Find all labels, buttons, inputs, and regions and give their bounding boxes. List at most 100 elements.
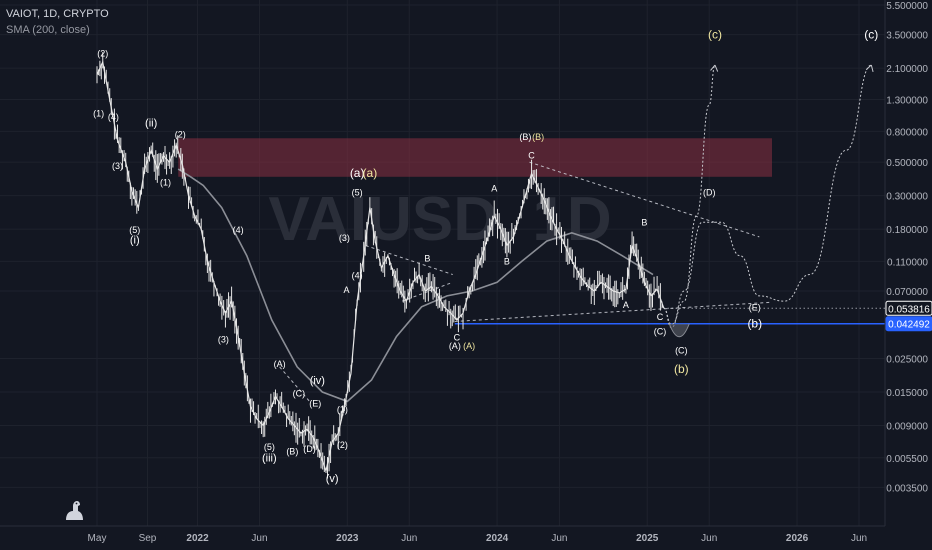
wave-label: (1) — [160, 178, 171, 188]
triangle-lower — [402, 281, 453, 302]
wave-label: (ii) — [145, 118, 157, 130]
wave-label: (E) — [309, 399, 321, 409]
wave-label: (4) — [233, 225, 244, 235]
x-tick-label: 2026 — [786, 533, 809, 544]
wave-label: (A) — [463, 341, 475, 351]
wave-label: (C) — [293, 389, 306, 399]
sma-line — [177, 168, 654, 403]
x-tick-label: Jun — [251, 533, 267, 544]
y-tick-label: 0.180000 — [886, 225, 928, 236]
wave-label: A — [491, 183, 497, 193]
wave-label: (2) — [337, 440, 348, 450]
x-tick-label: 2024 — [486, 533, 509, 544]
x-tick-label: 2022 — [186, 533, 209, 544]
sma-indicator-label[interactable]: SMA (200, close) — [6, 24, 90, 36]
price-tag-label: 0.042492 — [888, 320, 930, 331]
wave-label: (iii) — [262, 452, 277, 464]
wave-label: (i) — [130, 234, 140, 246]
path-1-arrowhead — [710, 64, 719, 72]
resistance-zone-rect — [178, 138, 773, 177]
y-tick-label: 0.800000 — [886, 127, 928, 138]
wave-label: (3) — [218, 334, 229, 344]
price-tag-box — [885, 300, 932, 316]
wave-label: A — [343, 285, 349, 295]
wave-label: (D) — [703, 188, 716, 198]
symbol-title[interactable]: VAIOT, 1D, CRYPTO — [6, 8, 109, 20]
path-2-arrowhead — [865, 64, 874, 72]
wave-labels: (2)(1) (4)(3)(5)(i)(ii)(2)(1)(4)(3)(A)(C)… — [93, 27, 878, 485]
wave-label: (5) — [352, 188, 363, 198]
sma-200-line — [177, 168, 654, 403]
y-tick-label: 0.070000 — [886, 287, 928, 298]
wave-label: B — [424, 253, 430, 263]
wave-label: (2) — [97, 49, 108, 59]
y-tick-label: 0.003500 — [886, 483, 928, 494]
y-tick-label: 3.500000 — [886, 31, 928, 42]
wave-label: (a) — [363, 166, 378, 180]
price-tag-label: 0.053816 — [888, 304, 930, 315]
price-axis-background[interactable] — [885, 0, 932, 550]
wave-label: (B) — [532, 132, 544, 142]
path-2 — [663, 64, 872, 329]
chart-legend: VAIOT, 1D, CRYPTO SMA (200, close) — [6, 6, 109, 38]
x-tick-label: Jun — [401, 533, 417, 544]
y-tick-label: 0.500000 — [886, 158, 928, 169]
projection-paths — [663, 64, 874, 338]
wave-label: (iv) — [310, 375, 325, 387]
wave-label: C — [657, 312, 664, 322]
wave-label: (3) — [112, 161, 123, 171]
wave-label: (4) — [352, 270, 363, 280]
time-axis[interactable]: May Sep 2022 Jun 2023 Jun 2024 Jun 2025 Jun 2026 Ju… — [0, 525, 885, 544]
x-tick-label: Jun — [851, 533, 867, 544]
wave-label: (D) — [303, 444, 316, 454]
y-tick-label: 0.015000 — [886, 388, 928, 399]
wave-label: (5) — [129, 225, 140, 235]
wave-label: (3) — [339, 233, 350, 243]
wave-label: (c) — [708, 27, 722, 41]
y-tick-label: 0.025000 — [886, 355, 928, 366]
upper-trendline — [529, 161, 760, 238]
wave-label: (v) — [326, 473, 339, 485]
price-series — [96, 52, 665, 479]
x-tick-label: 2025 — [636, 533, 659, 544]
wave-label: (B) — [286, 446, 298, 456]
wave-label: C — [454, 332, 461, 342]
x-tick-label: Jun — [701, 533, 717, 544]
wave-label: (c) — [864, 27, 878, 41]
wave-label: B — [504, 256, 510, 266]
price-axis[interactable]: 5.500000 3.500000 2.100000 1.300000 0.800000… — [886, 1, 928, 494]
x-tick-label: May — [88, 533, 107, 544]
y-tick-label: 0.005500 — [886, 454, 928, 465]
wave-label: (b) — [747, 317, 762, 331]
wave-label: (B) — [519, 132, 531, 142]
wave-c-upper — [279, 366, 310, 402]
wave-label: A — [623, 300, 629, 310]
y-tick-label: 0.300000 — [886, 192, 928, 203]
tradingview-logo-icon[interactable] — [62, 498, 88, 524]
wave-label: C — [528, 150, 535, 160]
y-tick-label: 5.500000 — [886, 1, 928, 12]
price-tag-box — [885, 316, 932, 332]
wave-label: (E) — [749, 303, 761, 313]
watermark: VAIUSD, 1D — [268, 185, 611, 254]
resistance-zone — [178, 138, 773, 177]
wave-label: (A) — [449, 341, 461, 351]
wave-label: (4) — [108, 112, 119, 122]
y-tick-label: 2.100000 — [886, 64, 928, 75]
x-tick-label: 2023 — [336, 533, 359, 544]
wave-label: (C) — [654, 327, 667, 337]
y-tick-label: 1.300000 — [886, 96, 928, 107]
wave-label: (1) — [337, 404, 348, 414]
wave-label: (A) — [274, 359, 286, 369]
y-tick-label: 0.009000 — [886, 421, 928, 432]
x-tick-label: Sep — [139, 533, 157, 544]
wave-label: (C) — [675, 345, 688, 355]
wave-label: (b) — [674, 362, 689, 376]
lower-trendline — [454, 301, 773, 322]
y-tick-label: 0.110000 — [887, 257, 928, 268]
dip-shading — [668, 323, 690, 338]
wave-label: B — [641, 218, 647, 228]
wave-label: (2) — [175, 129, 186, 139]
